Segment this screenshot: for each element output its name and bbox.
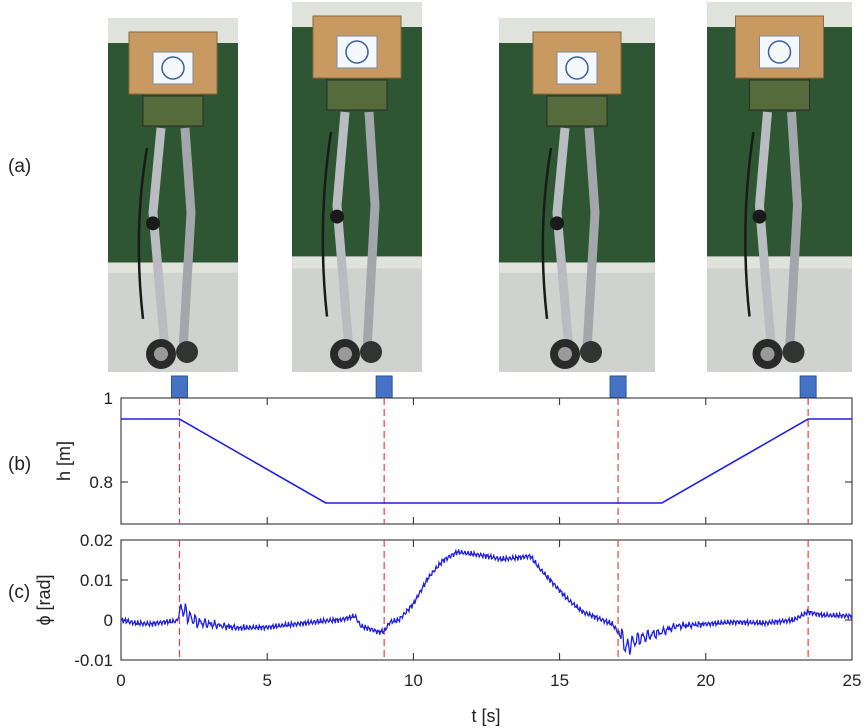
phi-xtick-label-5: 25 xyxy=(843,671,862,690)
height-chart-ticks: 0.81 xyxy=(89,389,853,524)
height-ytick-label-0: 0.8 xyxy=(89,473,113,492)
robot-photo-3 xyxy=(499,18,655,372)
phi-ytick-label-1: 0 xyxy=(104,611,113,630)
phi-series-line xyxy=(121,548,852,655)
phi-xtick-label-2: 10 xyxy=(404,671,423,690)
phi-xtick-label-1: 5 xyxy=(262,671,271,690)
panel-label-b: (b) xyxy=(8,454,31,475)
robot-photo-2 xyxy=(292,2,422,372)
phi-xtick-label-4: 20 xyxy=(696,671,715,690)
phi-xtick-label-0: 0 xyxy=(116,671,125,690)
height-ytick-label-1: 1 xyxy=(104,389,113,408)
panel-label-c: (c) xyxy=(8,582,30,603)
height-chart-ylabel: h [m] xyxy=(54,441,74,481)
phi-ytick-label-3: 0.02 xyxy=(80,531,113,550)
height-series-line xyxy=(121,418,852,504)
height-chart-axes-box xyxy=(120,397,853,525)
phi-chart-ylabel: ϕ [rad] xyxy=(34,574,54,625)
phi-ytick-label-2: 0.01 xyxy=(80,571,113,590)
photo-strip xyxy=(108,2,852,372)
phi-chart-axes-box xyxy=(120,539,853,661)
robot-photo-1 xyxy=(108,18,238,372)
panel-label-a: (a) xyxy=(8,156,31,177)
phi-xtick-label-3: 15 xyxy=(550,671,569,690)
phi-ytick-label-0: -0.01 xyxy=(74,651,113,670)
height-chart: 0.81 h [m] xyxy=(54,389,853,525)
phi-chart-markers xyxy=(178,540,809,660)
phi-chart-xlabel: t [s] xyxy=(471,706,500,726)
robot-photo-4 xyxy=(707,2,852,372)
